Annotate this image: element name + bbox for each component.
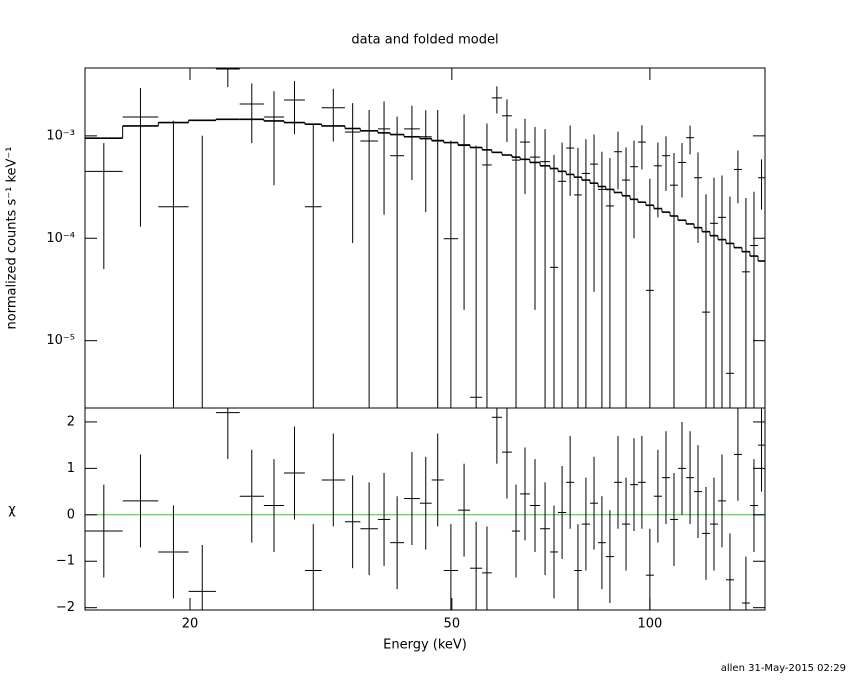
frame [84, 67, 766, 611]
footer: allen 31-May-2015 02:29 [721, 663, 846, 674]
x-axis-label: Energy (keV) [383, 638, 467, 653]
y-tick-label: −1 [56, 554, 75, 569]
x-tick-label: 50 [444, 617, 461, 632]
y-tick-label: 1 [67, 461, 75, 476]
bottom-panel [85, 408, 765, 610]
y-tick-label: 2 [67, 414, 75, 429]
y-tick-label: 10⁻⁵ [46, 333, 75, 348]
x-tick-label: 20 [182, 617, 199, 632]
x-tick-label: 100 [637, 617, 662, 632]
axes: 10⁻³ 10⁻⁴ 10⁻⁵ −2 −1 0 1 2 20 50 100 [46, 68, 765, 632]
y-tick-label: 10⁻⁴ [46, 231, 75, 246]
y-tick-label: −2 [56, 600, 75, 615]
y-axis-label: χ [8, 503, 16, 518]
y-tick-label: 0 [67, 507, 75, 522]
top-panel [85, 68, 765, 408]
chart-title: data and folded model [351, 33, 498, 48]
y-axis-label: normalized counts s⁻¹ keV⁻¹ [5, 147, 20, 330]
y-tick-label: 10⁻³ [46, 128, 75, 143]
